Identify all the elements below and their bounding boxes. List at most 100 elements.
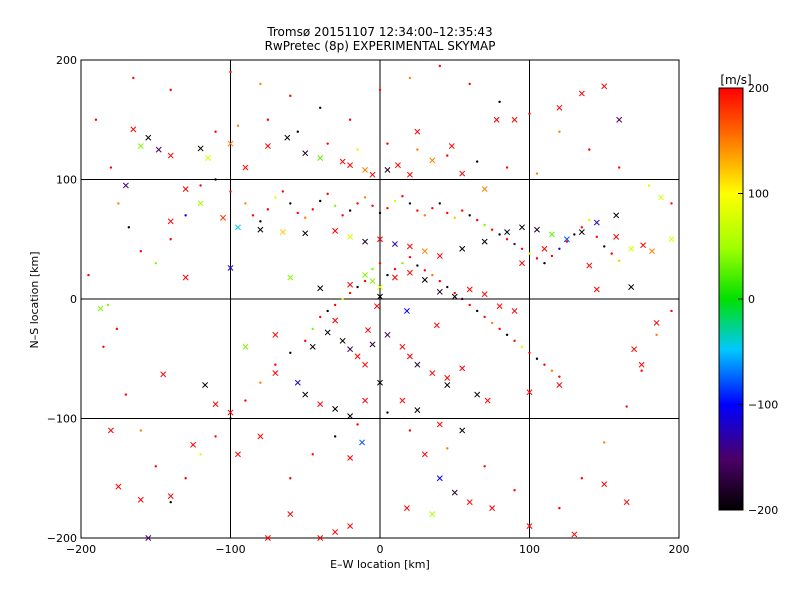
data-point-x	[526, 523, 533, 530]
colorbar-ticks: −200 −100 0 100 200	[738, 82, 778, 517]
data-point-small	[363, 279, 367, 283]
data-point-x	[616, 116, 623, 123]
data-point-x	[279, 229, 286, 236]
data-point-x	[362, 272, 369, 279]
data-point-x	[451, 293, 458, 300]
data-point-small	[431, 206, 434, 210]
data-point-small	[401, 195, 404, 198]
data-point-small	[505, 238, 509, 241]
data-point-small	[513, 339, 516, 343]
data-point-small	[333, 435, 337, 438]
data-point-x	[571, 531, 578, 538]
data-point-small	[259, 220, 262, 223]
data-point-x	[613, 233, 620, 240]
data-point-x	[354, 353, 361, 360]
data-point-small	[127, 226, 131, 229]
data-point-x	[242, 343, 249, 350]
data-point-x	[406, 243, 413, 250]
data-point-x	[347, 346, 354, 353]
data-point-x	[511, 116, 518, 123]
data-point-x	[220, 214, 226, 221]
data-point-x	[235, 451, 241, 458]
data-point-small	[319, 199, 322, 203]
data-points	[87, 64, 675, 541]
data-point-x	[137, 496, 144, 503]
data-point-small	[244, 399, 247, 402]
data-point-x	[205, 155, 212, 161]
colorbar-unit-label: [m/s]	[720, 73, 751, 87]
data-point-x	[466, 499, 473, 506]
data-point-x	[302, 391, 309, 398]
data-point-x	[391, 241, 398, 247]
data-point-small	[115, 327, 119, 331]
data-point-small	[333, 204, 337, 207]
data-point-x	[511, 307, 518, 314]
data-point-small	[244, 202, 247, 205]
data-point-x	[638, 361, 645, 368]
data-point-small	[289, 351, 292, 354]
data-point-small	[229, 417, 232, 420]
data-point-x	[436, 288, 443, 295]
data-point-small	[87, 273, 90, 277]
data-point-small	[498, 100, 501, 104]
data-point-x	[436, 475, 443, 482]
data-point-small	[558, 130, 561, 133]
data-point-small	[289, 94, 292, 98]
data-point-small	[401, 261, 404, 265]
data-point-small	[199, 453, 202, 456]
data-point-x	[444, 382, 451, 388]
data-point-small	[483, 465, 486, 468]
data-point-x	[433, 322, 440, 329]
data-point-x	[362, 166, 369, 173]
data-point-small	[535, 172, 539, 175]
data-point-small	[505, 166, 509, 169]
data-point-x	[317, 285, 324, 292]
data-point-x	[519, 224, 525, 231]
data-point-x	[242, 164, 249, 171]
data-point-x	[347, 454, 354, 461]
data-point-x	[339, 158, 346, 165]
colorbar-tick-label: −200	[748, 504, 778, 517]
data-point-x	[563, 236, 570, 243]
data-point-small	[408, 202, 412, 205]
data-point-x	[403, 307, 410, 314]
data-point-x	[649, 248, 656, 255]
data-point-x	[459, 170, 466, 177]
data-point-x	[347, 233, 354, 240]
data-point-small	[438, 202, 441, 205]
chart-subtitle: RwPretec (8p) EXPERIMENTAL SKYMAP	[265, 39, 496, 53]
data-point-small	[558, 375, 561, 378]
data-point-small	[386, 206, 389, 210]
data-point-x	[421, 248, 428, 255]
data-point-small	[528, 351, 531, 354]
data-point-x	[459, 427, 466, 434]
data-point-small	[274, 363, 277, 366]
data-point-small	[229, 190, 232, 193]
data-point-small	[274, 196, 277, 199]
data-point-small	[109, 166, 113, 169]
data-point-small	[670, 309, 673, 313]
data-point-small	[289, 477, 292, 480]
data-point-x	[212, 401, 219, 408]
data-point-small	[139, 429, 142, 432]
data-point-small	[117, 202, 120, 205]
data-point-small	[304, 216, 307, 219]
y-axis-label: N–S location [km]	[28, 251, 41, 348]
data-point-small	[528, 112, 531, 115]
data-point-small	[348, 118, 352, 121]
data-point-small	[356, 148, 359, 151]
data-point-small	[251, 214, 255, 217]
data-point-small	[543, 261, 546, 265]
data-point-small	[603, 441, 606, 444]
data-point-small	[296, 211, 299, 215]
data-point-small	[386, 273, 389, 277]
data-point-small	[535, 357, 539, 360]
data-point-small	[341, 214, 344, 217]
data-point-x	[160, 371, 167, 378]
data-point-x	[631, 346, 638, 353]
data-point-x	[317, 535, 324, 541]
y-tick-label: −200	[47, 532, 77, 545]
y-tick-label: 0	[70, 293, 77, 306]
data-point-small	[319, 106, 322, 110]
data-point-small	[453, 216, 456, 219]
